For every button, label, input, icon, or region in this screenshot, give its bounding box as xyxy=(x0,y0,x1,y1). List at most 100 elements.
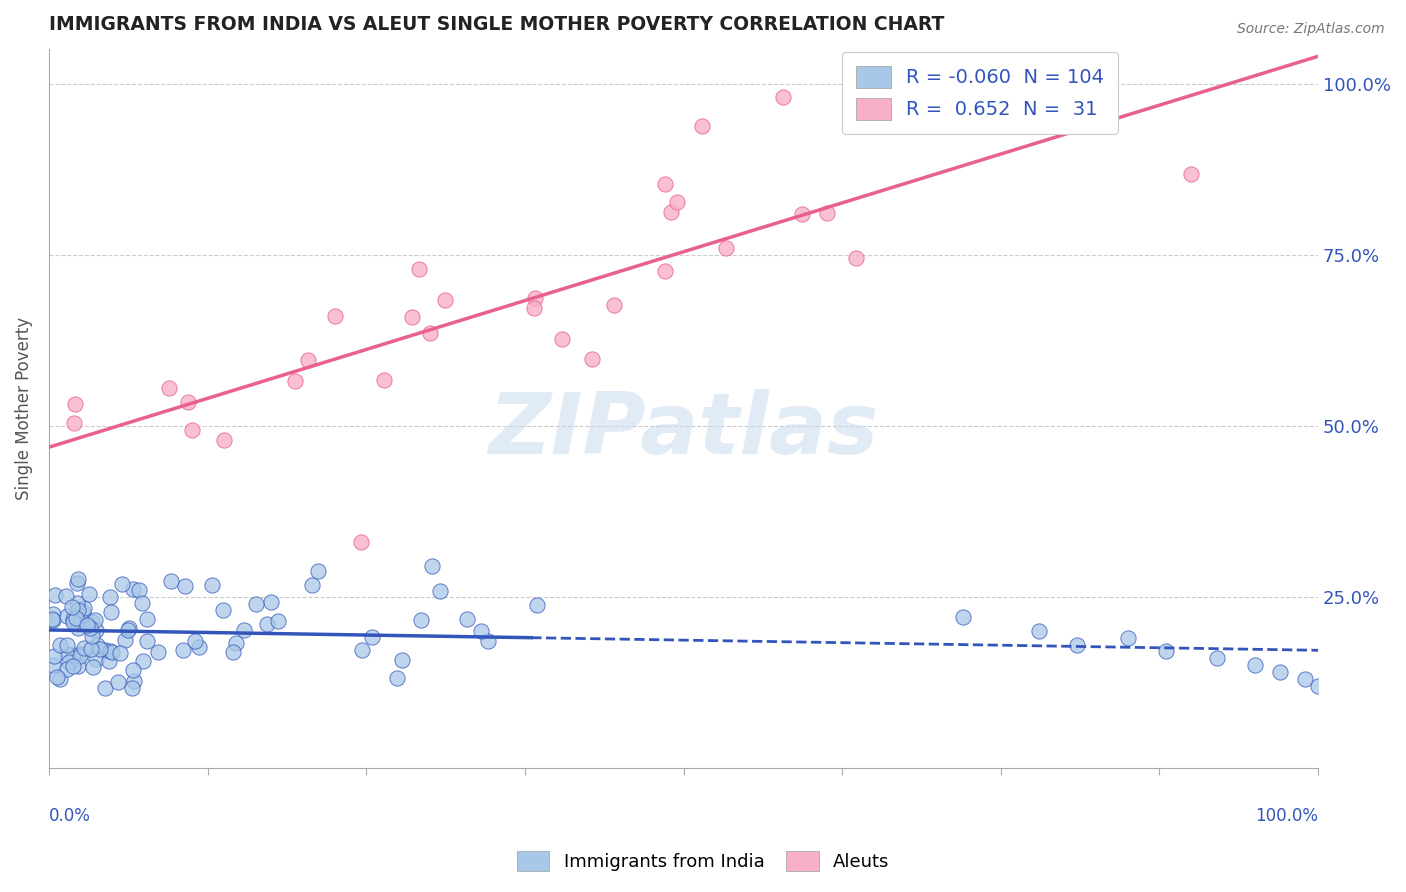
Legend: R = -0.060  N = 104, R =  0.652  N =  31: R = -0.060 N = 104, R = 0.652 N = 31 xyxy=(842,52,1118,134)
Point xyxy=(408,262,430,277)
Point xyxy=(772,90,794,104)
Point xyxy=(136,612,159,626)
Point xyxy=(62,658,84,673)
Point xyxy=(128,582,150,597)
Point xyxy=(80,629,103,643)
Point xyxy=(385,671,408,685)
Point xyxy=(1243,658,1265,673)
Point xyxy=(470,624,492,639)
Point xyxy=(62,612,84,626)
Point xyxy=(80,641,103,656)
Point xyxy=(65,397,87,411)
Point xyxy=(41,613,63,627)
Point xyxy=(477,633,499,648)
Point xyxy=(56,662,79,676)
Point xyxy=(523,291,546,305)
Point xyxy=(361,630,384,644)
Point xyxy=(260,595,283,609)
Point xyxy=(94,681,117,695)
Point xyxy=(55,589,77,603)
Point xyxy=(84,623,107,637)
Point xyxy=(157,381,180,395)
Y-axis label: Single Mother Poverty: Single Mother Poverty xyxy=(15,317,32,500)
Point xyxy=(659,204,682,219)
Point xyxy=(409,613,432,627)
Point xyxy=(373,373,395,387)
Point xyxy=(603,298,626,312)
Point xyxy=(187,640,209,654)
Point xyxy=(716,241,738,255)
Point xyxy=(136,634,159,648)
Point xyxy=(93,642,115,657)
Point xyxy=(1294,672,1316,686)
Point xyxy=(1154,644,1177,658)
Point xyxy=(225,636,247,650)
Point xyxy=(221,645,243,659)
Point xyxy=(131,596,153,610)
Point xyxy=(41,657,63,672)
Point xyxy=(665,194,688,209)
Point xyxy=(46,670,69,684)
Point xyxy=(108,646,131,660)
Point xyxy=(67,658,90,673)
Point xyxy=(349,535,371,549)
Point xyxy=(456,612,478,626)
Point xyxy=(160,574,183,589)
Point xyxy=(1066,638,1088,652)
Point xyxy=(56,638,79,652)
Point xyxy=(56,609,79,624)
Point xyxy=(118,622,141,636)
Point xyxy=(67,622,90,636)
Point xyxy=(66,596,89,610)
Text: ZIPatlas: ZIPatlas xyxy=(488,389,879,472)
Point xyxy=(551,332,574,346)
Legend: Immigrants from India, Aleuts: Immigrants from India, Aleuts xyxy=(509,844,897,879)
Point xyxy=(121,681,143,696)
Point xyxy=(350,642,373,657)
Point xyxy=(100,605,122,619)
Point xyxy=(401,310,423,325)
Point xyxy=(1028,624,1050,638)
Point xyxy=(117,623,139,637)
Point xyxy=(267,615,290,629)
Point xyxy=(86,638,108,652)
Point xyxy=(952,610,974,624)
Point xyxy=(434,293,457,307)
Point xyxy=(76,617,98,632)
Point xyxy=(256,616,278,631)
Point xyxy=(122,664,145,678)
Point xyxy=(69,647,91,661)
Point xyxy=(523,301,546,315)
Point xyxy=(122,582,145,596)
Point xyxy=(69,648,91,663)
Point xyxy=(690,119,713,133)
Point xyxy=(1268,665,1291,679)
Point xyxy=(654,177,676,191)
Point xyxy=(111,577,134,591)
Point xyxy=(307,564,329,578)
Point xyxy=(66,575,89,590)
Point xyxy=(49,672,72,686)
Point xyxy=(184,634,207,648)
Point xyxy=(172,643,194,657)
Point xyxy=(55,647,77,661)
Point xyxy=(245,597,267,611)
Point xyxy=(419,326,441,340)
Point xyxy=(1308,679,1330,693)
Point xyxy=(98,590,121,604)
Point xyxy=(41,612,63,626)
Point xyxy=(214,433,236,447)
Text: 0.0%: 0.0% xyxy=(49,807,91,825)
Point xyxy=(60,600,83,615)
Point xyxy=(845,251,868,265)
Point xyxy=(201,578,224,592)
Point xyxy=(114,633,136,648)
Point xyxy=(63,416,86,430)
Point xyxy=(211,602,233,616)
Text: Source: ZipAtlas.com: Source: ZipAtlas.com xyxy=(1237,22,1385,37)
Point xyxy=(89,641,111,656)
Point xyxy=(815,206,838,220)
Point xyxy=(58,655,80,669)
Point xyxy=(1205,651,1227,665)
Point xyxy=(146,645,169,659)
